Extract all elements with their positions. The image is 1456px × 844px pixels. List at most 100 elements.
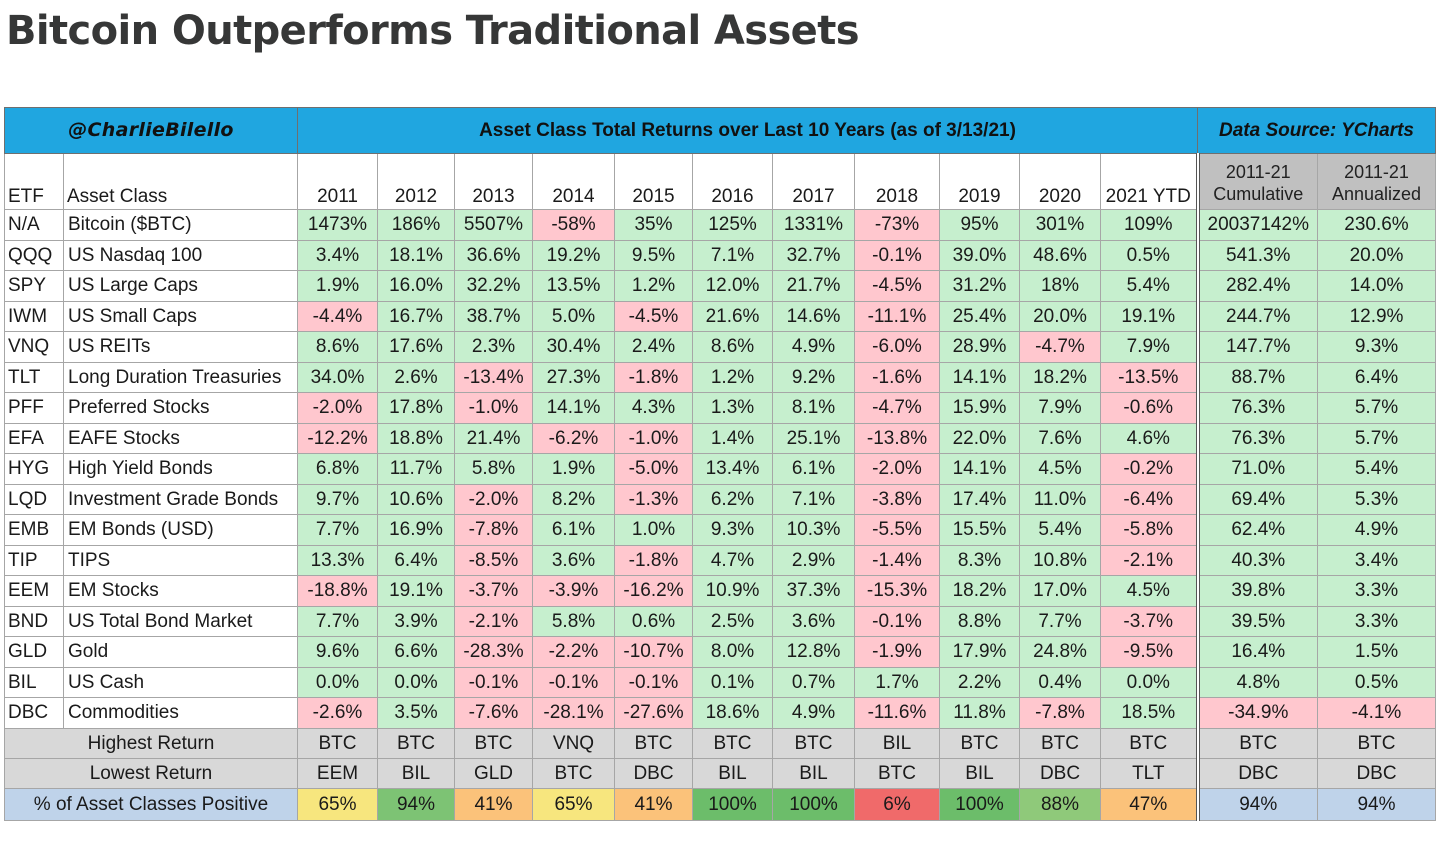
return-cell: 4.6% xyxy=(1100,422,1198,454)
return-cell: 7.7% xyxy=(1019,605,1101,637)
etf-ticker: N/A xyxy=(4,209,64,241)
table-row: QQQ US Nasdaq 100 3.4% 18.1% 36.6% 19.2% 9.5% 7… xyxy=(4,239,1436,271)
return-cell: 0.1% xyxy=(692,666,773,698)
table-row: BND US Total Bond Market 7.7% 3.9% -2.1% 5.8%… xyxy=(4,605,1436,637)
percent-positive-cell: 100% xyxy=(772,787,855,821)
return-cell: 10.3% xyxy=(772,514,855,546)
asset-class-name: EM Stocks xyxy=(63,575,298,607)
asset-class-name: Long Duration Treasuries xyxy=(63,361,298,393)
return-cell: -13.8% xyxy=(854,422,940,454)
table-row: SPY US Large Caps 1.9% 16.0% 32.2% 13.5% 1.2% 1… xyxy=(4,270,1436,302)
lowest-return-cell: BIL xyxy=(939,757,1020,789)
asset-class-name: US Cash xyxy=(63,666,298,698)
return-cell: -1.8% xyxy=(614,544,693,576)
return-cell: 18.2% xyxy=(1019,361,1101,393)
asset-class-name: US Total Bond Market xyxy=(63,605,298,637)
return-cell: -6.4% xyxy=(1100,483,1198,515)
return-cell: 8.6% xyxy=(297,331,378,363)
return-cell: 17.0% xyxy=(1019,575,1101,607)
percent-positive-cell: 100% xyxy=(939,787,1020,821)
return-cell: 10.8% xyxy=(1019,544,1101,576)
table-row: N/A Bitcoin ($BTC) 1473% 186% 5507% -58% 35% 12… xyxy=(4,209,1436,241)
cumulative-return: 16.4% xyxy=(1195,636,1318,668)
return-cell: 3.4% xyxy=(297,239,378,271)
return-cell: 8.1% xyxy=(772,392,855,424)
lowest-return-cell: BTC xyxy=(854,757,940,789)
return-cell: -0.1% xyxy=(532,666,615,698)
return-cell: 9.2% xyxy=(772,361,855,393)
return-cell: -0.2% xyxy=(1100,453,1198,485)
return-cell: 8.8% xyxy=(939,605,1020,637)
annualized-return: -4.1% xyxy=(1317,697,1436,729)
return-cell: 0.0% xyxy=(377,666,455,698)
return-cell: -58% xyxy=(532,209,615,241)
return-cell: 125% xyxy=(692,209,773,241)
return-cell: 18.5% xyxy=(1100,697,1198,729)
annualized-return: 3.4% xyxy=(1317,544,1436,576)
return-cell: 1.2% xyxy=(614,270,693,302)
return-cell: 8.2% xyxy=(532,483,615,515)
etf-ticker: SPY xyxy=(4,270,64,302)
return-cell: 0.4% xyxy=(1019,666,1101,698)
return-cell: -6.2% xyxy=(532,422,615,454)
return-cell: 4.5% xyxy=(1100,575,1198,607)
return-cell: 2.2% xyxy=(939,666,1020,698)
return-cell: 35% xyxy=(614,209,693,241)
lowest-return-cell: GLD xyxy=(454,757,533,789)
return-cell: -2.1% xyxy=(1100,544,1198,576)
return-cell: 20.0% xyxy=(1019,300,1101,332)
highest-return-annualized: BTC xyxy=(1317,727,1436,759)
return-cell: 1331% xyxy=(772,209,855,241)
percent-positive-annualized: 94% xyxy=(1317,787,1436,821)
return-cell: 4.5% xyxy=(1019,453,1101,485)
return-cell: 5.8% xyxy=(532,605,615,637)
return-cell: -8.5% xyxy=(454,544,533,576)
return-cell: 16.7% xyxy=(377,300,455,332)
return-cell: 8.6% xyxy=(692,331,773,363)
header-row: ETF Asset Class 2011 2012 2013 2014 2015 2016 20… xyxy=(4,153,1436,210)
return-cell: -2.1% xyxy=(454,605,533,637)
return-cell: 24.8% xyxy=(1019,636,1101,668)
column-header-year: 2012 xyxy=(377,153,455,210)
highest-return-row: Highest Return BTC BTC BTC VNQ BTC BTC BTC BIL BT… xyxy=(4,727,1436,759)
return-cell: 30.4% xyxy=(532,331,615,363)
return-cell: 1473% xyxy=(297,209,378,241)
highest-return-label: Highest Return xyxy=(4,727,298,759)
return-cell: 17.8% xyxy=(377,392,455,424)
cumulative-return: 40.3% xyxy=(1195,544,1318,576)
column-header-year: 2018 xyxy=(854,153,940,210)
annualized-return: 3.3% xyxy=(1317,605,1436,637)
returns-table: @CharlieBilello Asset Class Total Return… xyxy=(4,107,1436,821)
return-cell: 15.9% xyxy=(939,392,1020,424)
return-cell: 2.4% xyxy=(614,331,693,363)
cumulative-return: 39.5% xyxy=(1195,605,1318,637)
highest-return-cumulative: BTC xyxy=(1195,727,1318,759)
return-cell: -4.4% xyxy=(297,300,378,332)
annualized-return: 230.6% xyxy=(1317,209,1436,241)
return-cell: -13.4% xyxy=(454,361,533,393)
return-cell: 48.6% xyxy=(1019,239,1101,271)
return-cell: -0.1% xyxy=(854,239,940,271)
return-cell: 7.7% xyxy=(297,514,378,546)
return-cell: 19.2% xyxy=(532,239,615,271)
return-cell: -27.6% xyxy=(614,697,693,729)
return-cell: 8.0% xyxy=(692,636,773,668)
percent-positive-cell: 6% xyxy=(854,787,940,821)
cumulative-return: -34.9% xyxy=(1195,697,1318,729)
return-cell: 6.2% xyxy=(692,483,773,515)
annualized-return: 5.7% xyxy=(1317,422,1436,454)
return-cell: -16.2% xyxy=(614,575,693,607)
table-row: TLT Long Duration Treasuries 34.0% 2.6% -13.… xyxy=(4,361,1436,393)
asset-class-name: Bitcoin ($BTC) xyxy=(63,209,298,241)
table-row: LQD Investment Grade Bonds 9.7% 10.6% -2.0% 8… xyxy=(4,483,1436,515)
return-cell: 9.5% xyxy=(614,239,693,271)
cumulative-return: 20037142% xyxy=(1195,209,1318,241)
percent-positive-cell: 41% xyxy=(614,787,693,821)
table-row: VNQ US REITs 8.6% 17.6% 2.3% 30.4% 2.4% 8.6% 4.9… xyxy=(4,331,1436,363)
return-cell: -1.6% xyxy=(854,361,940,393)
return-cell: 18.6% xyxy=(692,697,773,729)
percent-positive-cell: 94% xyxy=(377,787,455,821)
return-cell: -28.3% xyxy=(454,636,533,668)
asset-class-name: US Large Caps xyxy=(63,270,298,302)
column-header-year: 2019 xyxy=(939,153,1020,210)
